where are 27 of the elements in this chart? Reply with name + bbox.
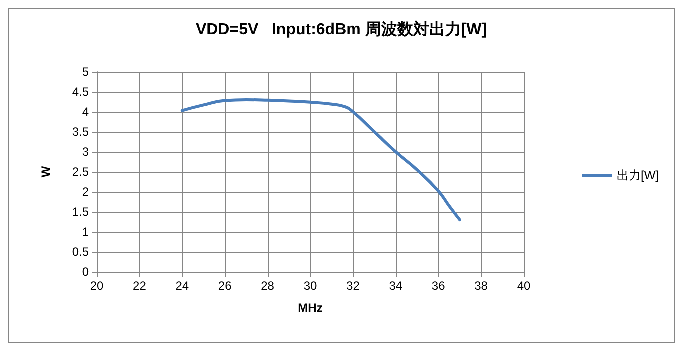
- y-tick-label: 2.5: [72, 165, 90, 179]
- y-tick-label: 4: [82, 105, 90, 119]
- y-tick-label: 0.5: [72, 245, 90, 259]
- y-tick-label: 3: [82, 145, 90, 159]
- chart-title: VDD=5V Input:6dBm 周波数対出力[W]: [196, 20, 488, 38]
- x-tick-label: 30: [304, 279, 318, 293]
- y-tick-label: 1.5: [72, 205, 90, 219]
- x-tick-label: 28: [261, 279, 275, 293]
- y-tick-label: 3.5: [72, 125, 90, 139]
- y-tick-label: 4.5: [72, 85, 90, 99]
- line-series: [180, 98, 462, 222]
- x-tick-label: 32: [346, 279, 360, 293]
- y-axis-title: W: [39, 166, 53, 178]
- x-tick-label: 22: [133, 279, 147, 293]
- x-tick-label: 40: [517, 279, 531, 293]
- x-tick-label: 20: [90, 279, 104, 293]
- y-tick-label: 5: [82, 65, 90, 79]
- y-tick-label: 2: [82, 185, 90, 199]
- x-tick-label: 34: [389, 279, 403, 293]
- legend-label: 出力[W]: [617, 168, 660, 182]
- x-tick-label: 26: [218, 279, 232, 293]
- y-tick-label: 0: [82, 265, 90, 279]
- y-tick-label: 1: [82, 225, 90, 239]
- x-tick-label: 24: [176, 279, 190, 293]
- x-axis-title: MHz: [298, 301, 323, 315]
- x-tick-label: 36: [432, 279, 446, 293]
- x-tick-label: 38: [474, 279, 488, 293]
